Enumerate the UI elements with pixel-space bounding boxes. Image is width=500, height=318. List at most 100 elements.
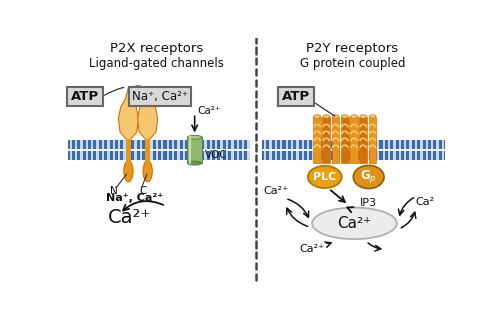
Bar bbox=[129, 141, 131, 149]
Bar bbox=[70, 141, 72, 149]
Bar bbox=[436, 151, 438, 160]
Bar bbox=[340, 141, 342, 149]
Text: P2X receptors: P2X receptors bbox=[110, 42, 203, 55]
Bar bbox=[442, 141, 444, 149]
Text: IP3: IP3 bbox=[360, 198, 377, 208]
Bar bbox=[210, 141, 212, 149]
Bar bbox=[286, 151, 288, 160]
Bar bbox=[86, 151, 88, 160]
Ellipse shape bbox=[332, 115, 339, 118]
Bar bbox=[220, 151, 223, 160]
Bar bbox=[410, 141, 412, 149]
Bar bbox=[134, 141, 136, 149]
FancyBboxPatch shape bbox=[129, 87, 191, 106]
Bar bbox=[178, 151, 180, 160]
Bar bbox=[156, 141, 158, 149]
Bar bbox=[377, 151, 380, 160]
Bar bbox=[68, 151, 250, 160]
Ellipse shape bbox=[188, 161, 202, 165]
Bar bbox=[420, 151, 422, 160]
Bar bbox=[188, 151, 190, 160]
Bar bbox=[404, 141, 406, 149]
Ellipse shape bbox=[312, 208, 397, 239]
Bar bbox=[372, 151, 374, 160]
Text: Na⁺, Ca²⁺: Na⁺, Ca²⁺ bbox=[132, 90, 188, 103]
Bar bbox=[199, 141, 201, 149]
Bar bbox=[328, 151, 331, 160]
Bar bbox=[296, 141, 298, 149]
Ellipse shape bbox=[369, 115, 376, 118]
Ellipse shape bbox=[188, 135, 202, 139]
Text: VOC: VOC bbox=[204, 150, 228, 160]
Bar bbox=[134, 151, 136, 160]
Bar bbox=[332, 116, 340, 163]
Bar bbox=[323, 141, 326, 149]
Bar bbox=[242, 151, 244, 160]
Text: Ca²⁺: Ca²⁺ bbox=[264, 186, 289, 196]
Bar bbox=[274, 141, 277, 149]
Text: ATP: ATP bbox=[71, 90, 100, 103]
Bar bbox=[286, 141, 288, 149]
Bar bbox=[210, 151, 212, 160]
Polygon shape bbox=[118, 88, 139, 140]
Bar bbox=[307, 141, 310, 149]
Bar bbox=[345, 141, 347, 149]
Bar bbox=[426, 151, 428, 160]
Bar bbox=[361, 151, 364, 160]
Bar bbox=[112, 141, 115, 149]
Bar bbox=[108, 151, 110, 160]
Bar bbox=[274, 151, 277, 160]
Bar bbox=[350, 141, 352, 149]
Bar bbox=[356, 141, 358, 149]
Bar bbox=[126, 139, 131, 162]
Bar bbox=[436, 141, 438, 149]
Bar bbox=[124, 151, 126, 160]
Bar bbox=[75, 151, 77, 160]
Bar bbox=[188, 137, 202, 163]
Bar bbox=[145, 141, 148, 149]
Bar bbox=[366, 151, 368, 160]
Bar bbox=[302, 151, 304, 160]
Bar bbox=[368, 116, 376, 163]
Ellipse shape bbox=[124, 161, 133, 182]
Text: Ca²⁺: Ca²⁺ bbox=[338, 216, 372, 231]
Bar bbox=[398, 151, 401, 160]
Ellipse shape bbox=[314, 115, 320, 118]
Text: N: N bbox=[110, 186, 118, 196]
Bar bbox=[404, 151, 406, 160]
Bar bbox=[328, 141, 331, 149]
Bar bbox=[112, 151, 115, 160]
Ellipse shape bbox=[360, 115, 366, 118]
Polygon shape bbox=[138, 88, 158, 140]
Bar bbox=[377, 141, 380, 149]
Ellipse shape bbox=[323, 115, 330, 118]
Bar bbox=[80, 141, 82, 149]
Bar bbox=[140, 141, 142, 149]
Bar bbox=[118, 151, 120, 160]
Bar bbox=[145, 151, 148, 160]
Bar bbox=[86, 141, 88, 149]
Bar bbox=[382, 151, 385, 160]
Bar bbox=[262, 141, 445, 149]
Bar bbox=[334, 151, 336, 160]
Bar bbox=[410, 151, 412, 160]
Bar bbox=[182, 151, 185, 160]
Text: PLC: PLC bbox=[313, 172, 336, 182]
Bar bbox=[102, 151, 104, 160]
Bar bbox=[431, 151, 434, 160]
Bar bbox=[323, 151, 326, 160]
Bar bbox=[242, 141, 244, 149]
Bar bbox=[388, 141, 390, 149]
Bar bbox=[161, 141, 164, 149]
Bar bbox=[172, 151, 174, 160]
Bar bbox=[70, 151, 72, 160]
Bar bbox=[91, 151, 94, 160]
Bar bbox=[334, 141, 336, 149]
Bar bbox=[226, 141, 228, 149]
Bar bbox=[382, 141, 385, 149]
Text: ATP: ATP bbox=[282, 90, 310, 103]
Ellipse shape bbox=[143, 161, 152, 182]
Bar bbox=[264, 151, 266, 160]
Bar bbox=[156, 151, 158, 160]
Bar bbox=[220, 141, 223, 149]
